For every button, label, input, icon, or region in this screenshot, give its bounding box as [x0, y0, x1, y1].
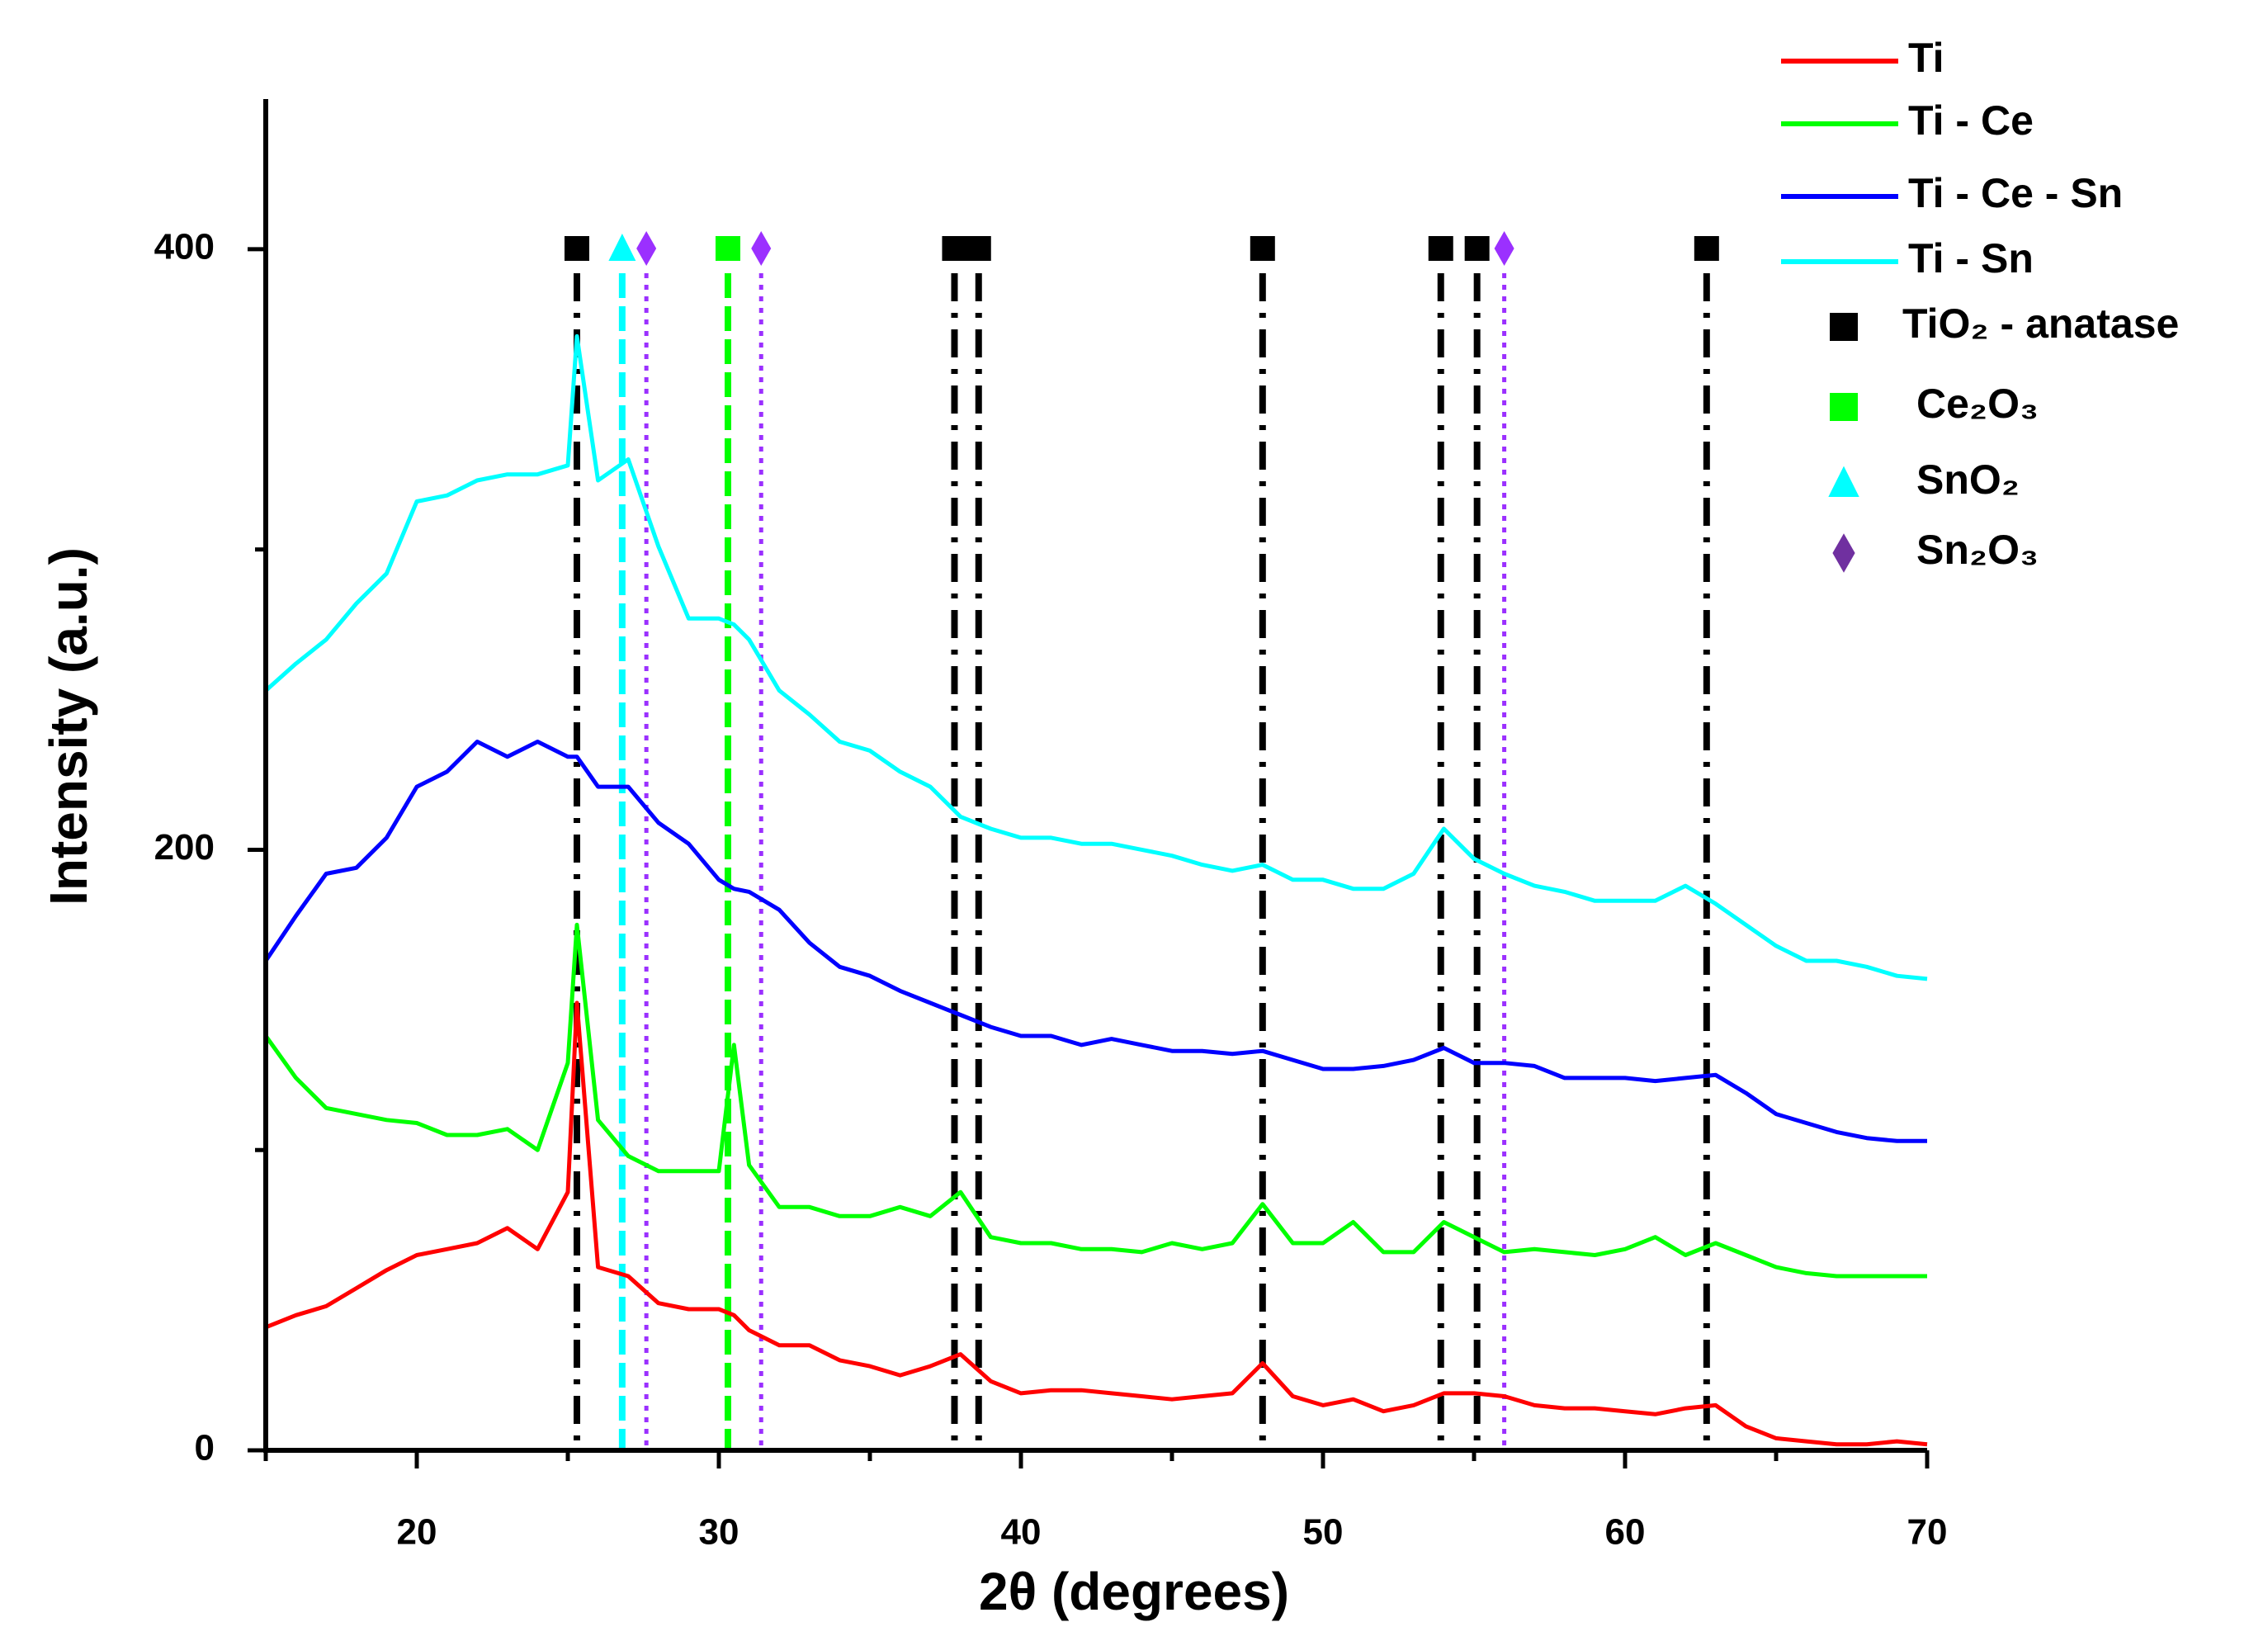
- phase-marker: [942, 236, 967, 261]
- phase-marker: [1694, 236, 1719, 261]
- x-tick-label: 50: [1303, 1512, 1344, 1553]
- legend-label: Ti - Ce: [1908, 97, 2034, 144]
- legend-marker: [1830, 393, 1858, 421]
- legend-marker: [1828, 466, 1859, 497]
- y-tick-label: 400: [154, 227, 215, 267]
- phase-marker: [564, 236, 589, 261]
- x-tick-label: 60: [1605, 1512, 1646, 1553]
- legend-label: Ce₂O₃: [1916, 381, 2039, 427]
- y-axis-title: Intensity (a.u.): [39, 547, 98, 906]
- x-tick-label: 30: [699, 1512, 739, 1553]
- phase-marker: [751, 231, 772, 266]
- phase-marker: [1250, 236, 1275, 261]
- phase-marker: [1494, 231, 1514, 266]
- y-tick-label: 200: [154, 827, 215, 868]
- phase-marker: [715, 236, 740, 261]
- x-tick-label: 20: [397, 1512, 437, 1553]
- phase-marker: [1464, 236, 1490, 261]
- legend-label: Sn₂O₃: [1916, 527, 2039, 573]
- legend-label: Ti - Ce - Sn: [1908, 170, 2123, 216]
- phase-marker: [966, 236, 991, 261]
- y-tick-label: 0: [195, 1428, 215, 1468]
- legend-marker: [1832, 533, 1855, 573]
- legend-label: TiO₂ - anatase: [1902, 300, 2179, 347]
- x-tick-label: 40: [1001, 1512, 1042, 1553]
- x-tick-label: 70: [1907, 1512, 1948, 1553]
- series-line: [263, 740, 1927, 1143]
- legend-label: Ti - Sn: [1908, 235, 2034, 281]
- series-line: [264, 333, 1928, 981]
- phase-marker: [1428, 236, 1453, 261]
- legend-label: SnO₂: [1916, 456, 2020, 503]
- x-axis-title: 2θ (degrees): [979, 1562, 1289, 1621]
- legend-label: Ti: [1908, 35, 1944, 81]
- phase-marker: [608, 234, 636, 261]
- legend-marker: [1830, 313, 1858, 341]
- phase-marker: [636, 231, 657, 266]
- series-line: [263, 922, 1927, 1279]
- series-line: [265, 1000, 1928, 1447]
